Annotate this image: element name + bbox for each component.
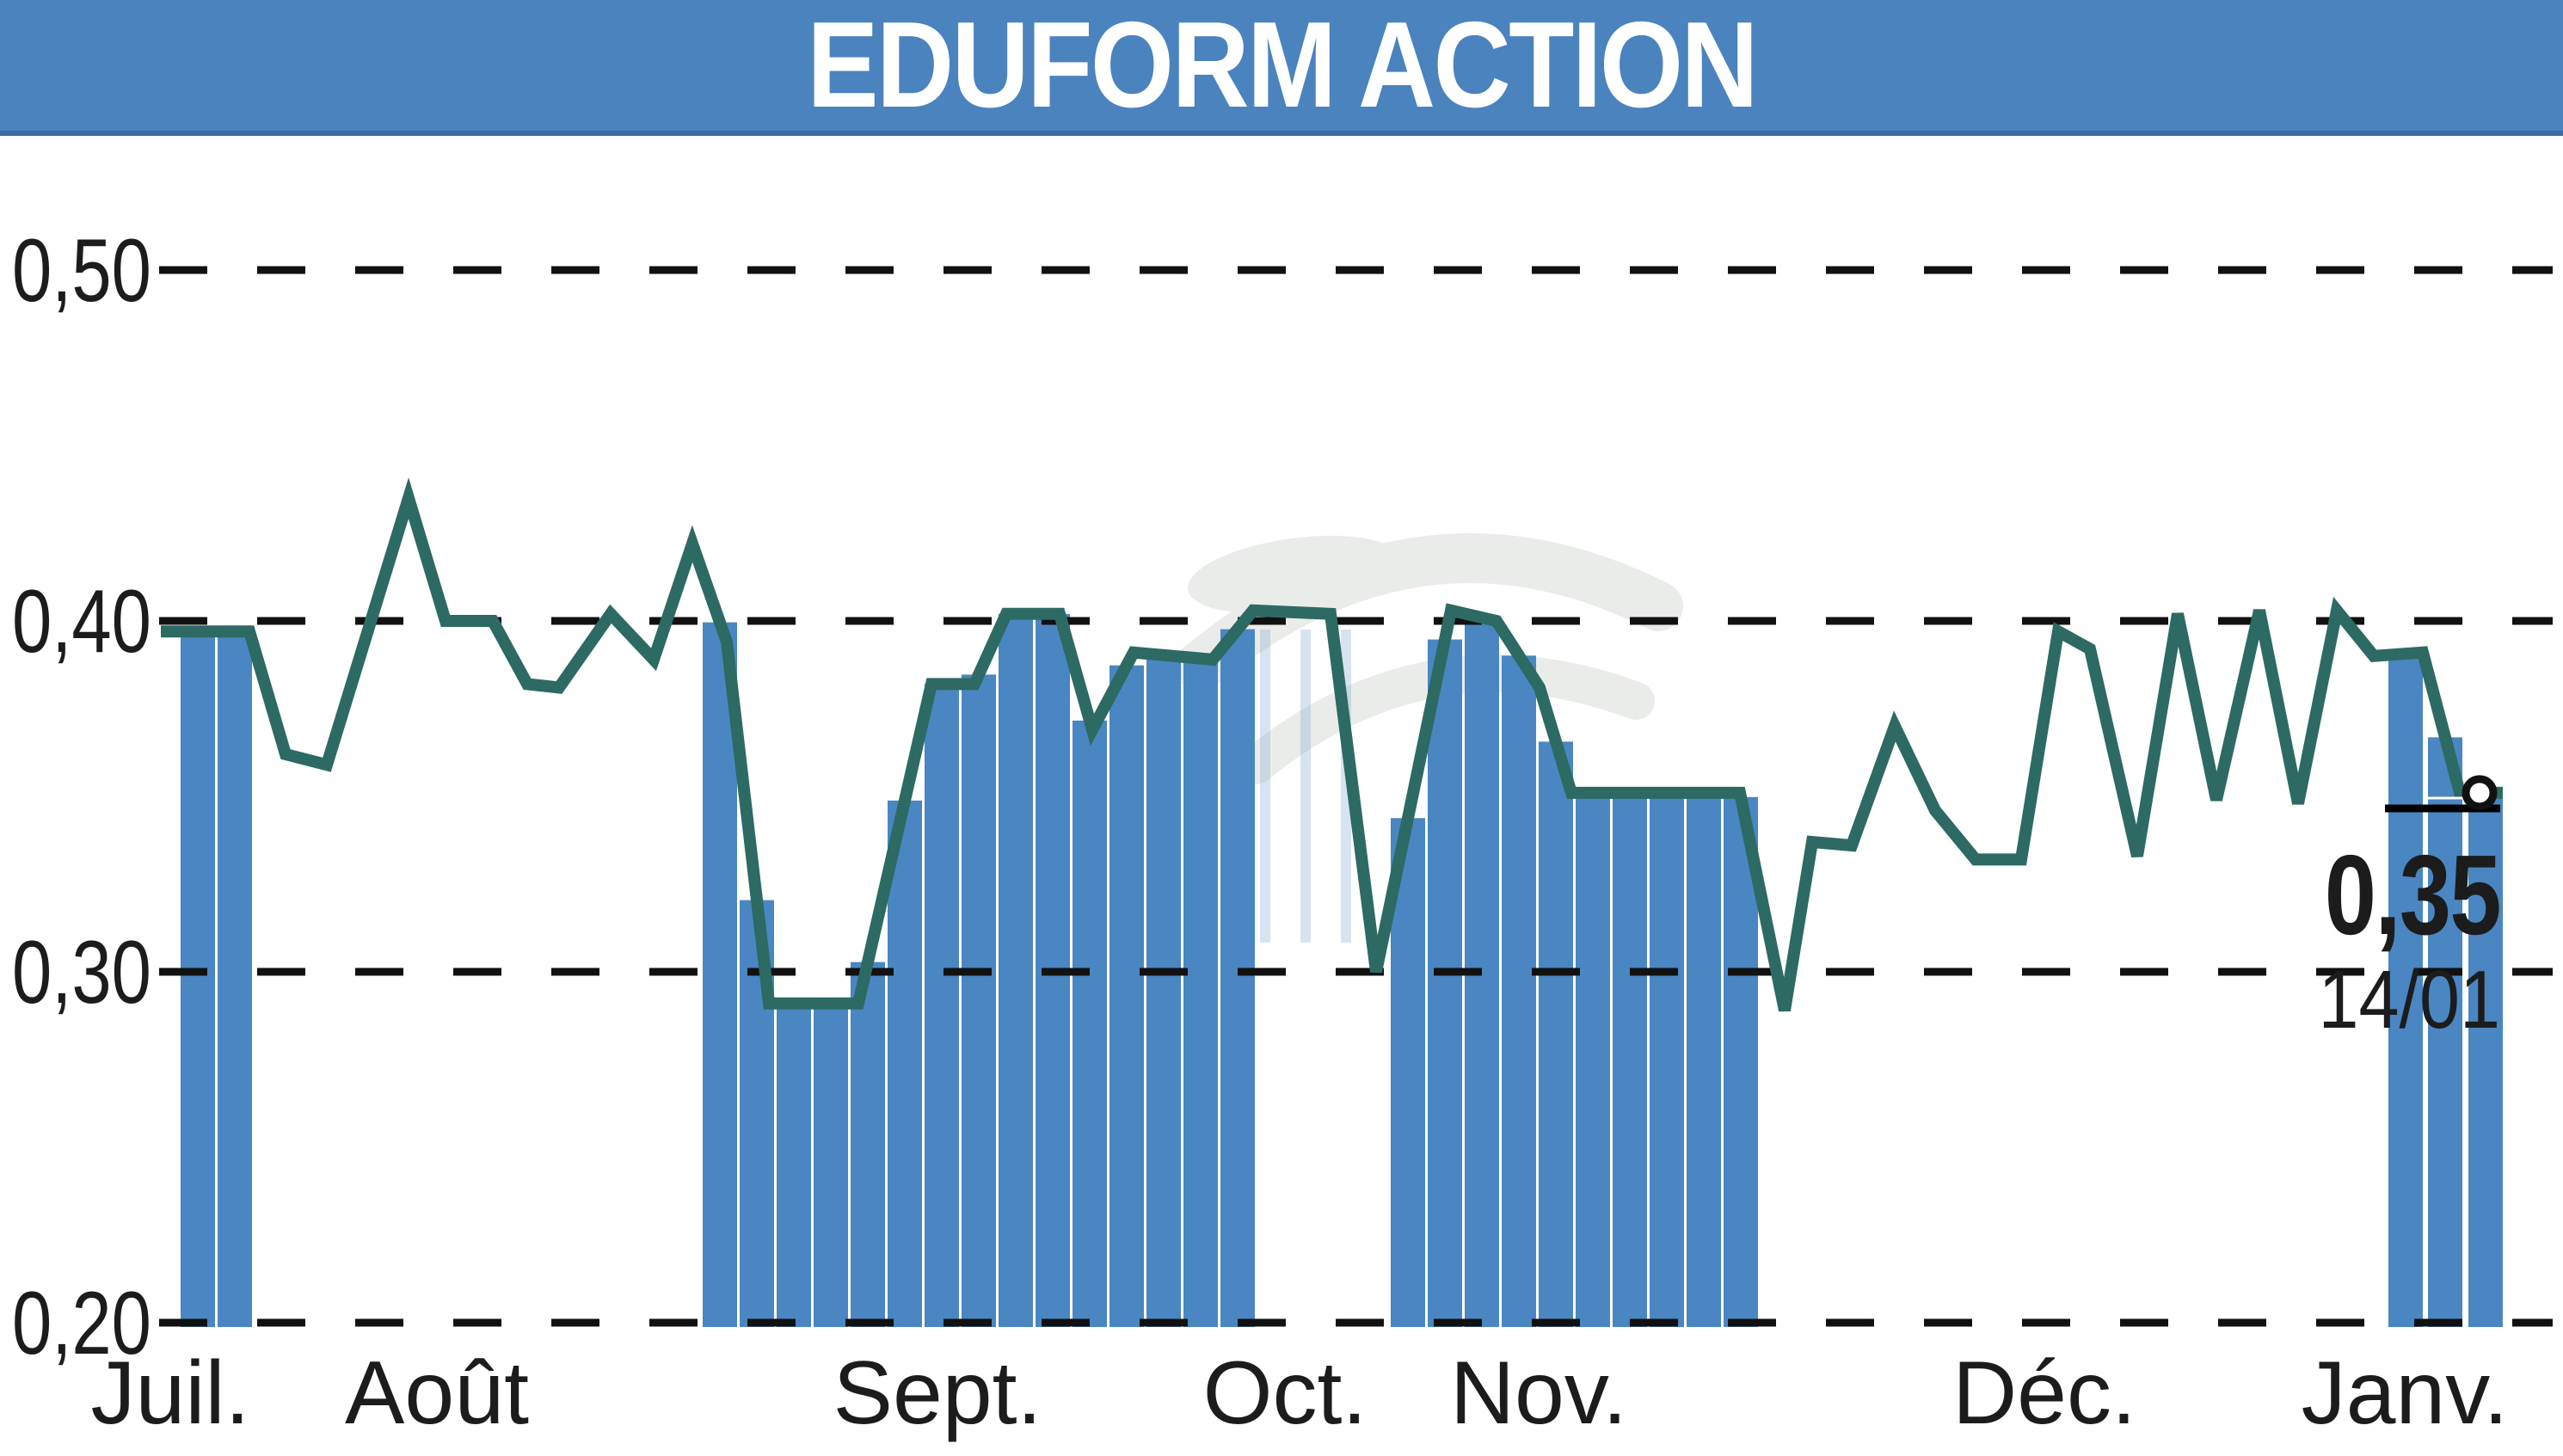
price-bar bbox=[181, 631, 215, 1327]
price-bar bbox=[2428, 737, 2462, 1327]
price-bars bbox=[181, 613, 2503, 1327]
chart-title: EDUFORM ACTION bbox=[807, 0, 1758, 133]
last-price-date: 14/01 bbox=[2318, 954, 2500, 1046]
x-tick-label: Oct. bbox=[1203, 1343, 1368, 1443]
title-bar: EDUFORM ACTION bbox=[0, 0, 2563, 136]
price-bar bbox=[1220, 629, 1255, 1327]
price-bar bbox=[1073, 720, 1107, 1327]
x-tick-label: Août bbox=[345, 1343, 529, 1443]
price-bar bbox=[1428, 639, 1462, 1327]
price-bar bbox=[925, 684, 959, 1327]
price-bar bbox=[777, 1003, 811, 1327]
y-tick-label: 0,40 bbox=[12, 571, 151, 671]
last-price-marker-group bbox=[2385, 775, 2500, 813]
last-price-callout: 0,35 14/01 bbox=[2286, 832, 2502, 1046]
price-bar bbox=[962, 674, 996, 1327]
price-line bbox=[161, 477, 2503, 1012]
price-bar bbox=[218, 631, 252, 1327]
y-tick-label: 0,50 bbox=[12, 220, 151, 320]
gridlines bbox=[159, 266, 2553, 1327]
price-bar bbox=[888, 800, 922, 1327]
price-bar bbox=[814, 1003, 848, 1327]
price-bar bbox=[1576, 792, 1610, 1327]
price-bar bbox=[851, 961, 885, 1327]
y-tick-label: 0,30 bbox=[12, 922, 151, 1022]
price-bar bbox=[1183, 658, 1218, 1327]
price-bar bbox=[2468, 792, 2503, 1327]
price-bar bbox=[2388, 654, 2423, 1327]
x-tick-label: Janv. bbox=[2302, 1343, 2509, 1443]
price-bar bbox=[1613, 792, 1647, 1327]
x-tick-label: Nov. bbox=[1450, 1343, 1627, 1443]
y-tick-label: 0,20 bbox=[12, 1273, 151, 1373]
price-bar bbox=[1687, 792, 1721, 1327]
price-bar bbox=[703, 622, 737, 1327]
price-bar bbox=[1724, 796, 1758, 1327]
price-bar bbox=[1146, 654, 1181, 1327]
price-bar bbox=[1539, 741, 1573, 1327]
x-tick-label: Juil. bbox=[91, 1343, 250, 1443]
price-bar bbox=[1502, 655, 1536, 1327]
x-tick-label: Sept. bbox=[833, 1343, 1042, 1443]
price-bar bbox=[1109, 665, 1144, 1327]
x-tick-label: Déc. bbox=[1952, 1343, 2136, 1443]
last-price-label: 0,35 bbox=[2324, 832, 2502, 958]
price-bar bbox=[999, 613, 1033, 1327]
last-price-marker bbox=[2462, 775, 2498, 811]
y-axis-labels: 0,50 0,40 0,30 0,20 bbox=[12, 220, 151, 1373]
price-bar bbox=[1650, 792, 1684, 1327]
x-axis-labels: Juil. Août Sept. Oct. Nov. Déc. Janv. bbox=[91, 1343, 2509, 1443]
